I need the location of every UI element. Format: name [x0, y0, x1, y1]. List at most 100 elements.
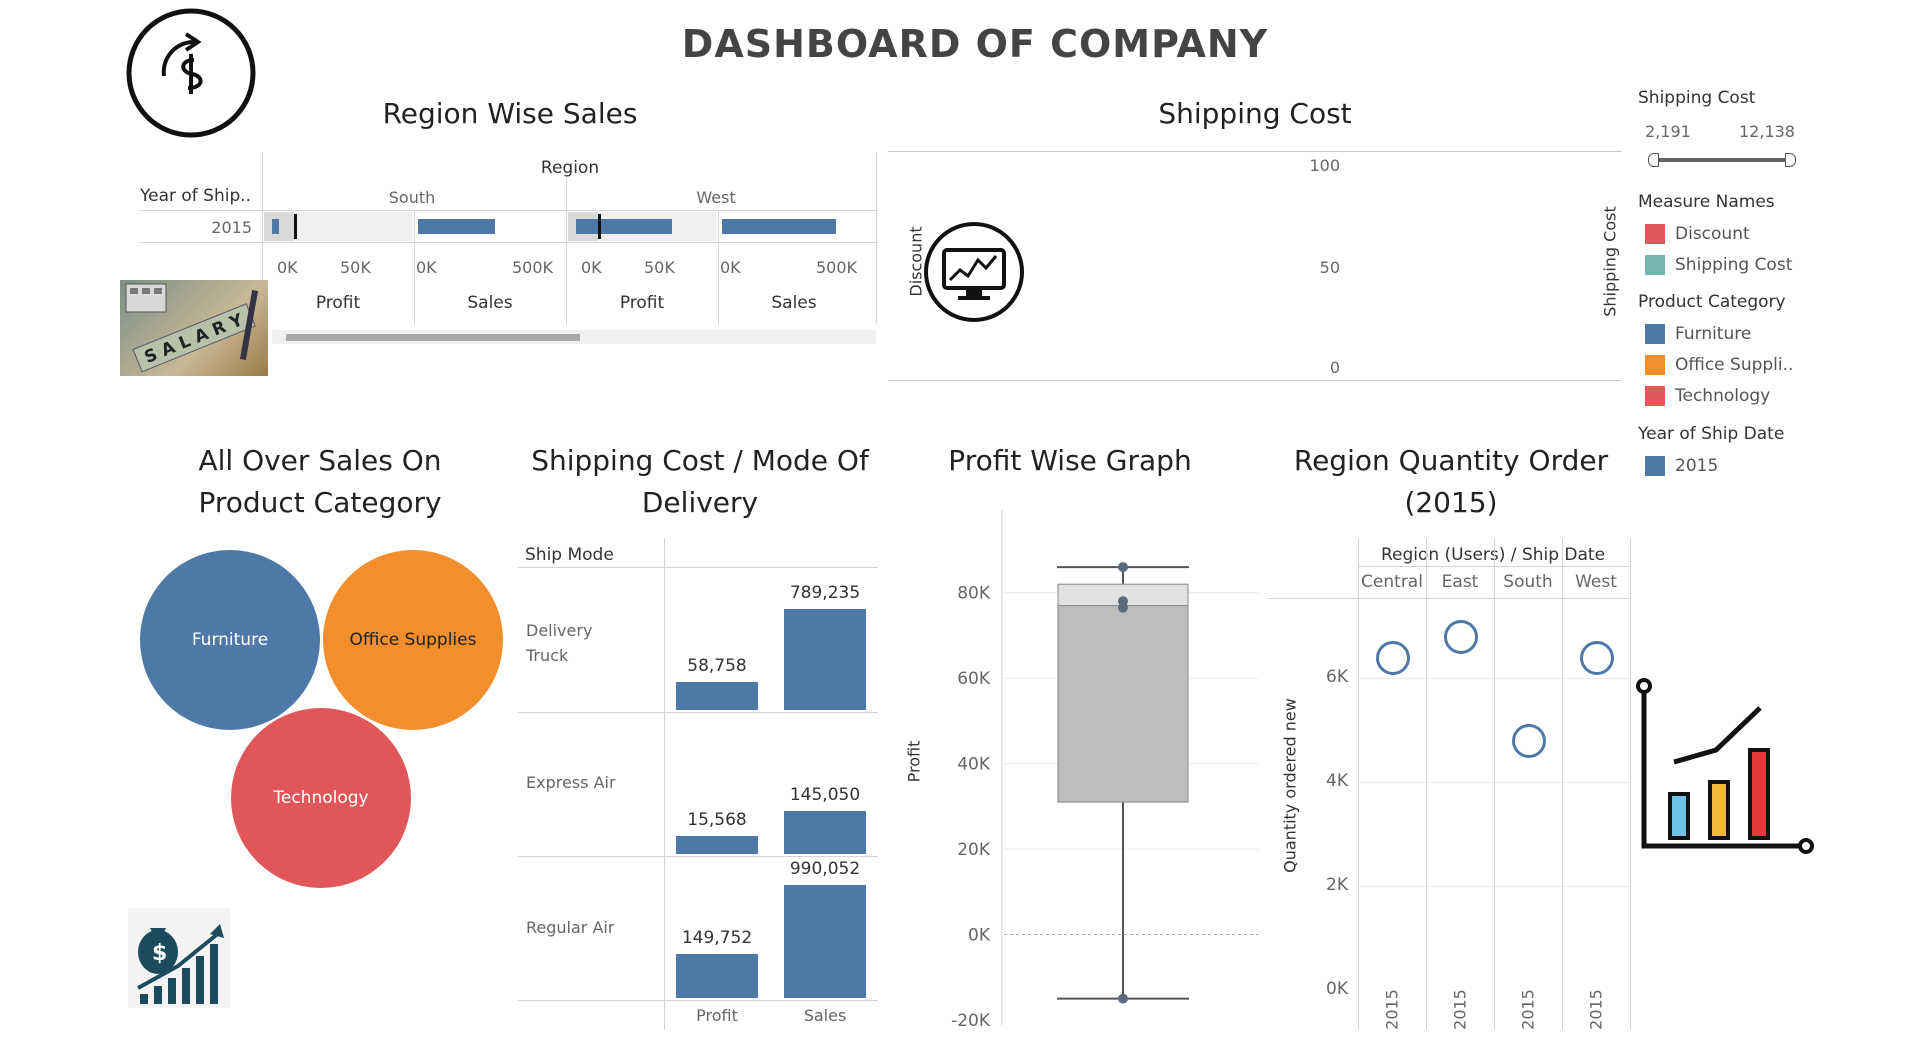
shipping-cost-slider[interactable]	[1648, 153, 1796, 167]
region-quantity-title-line2: (2015)	[1404, 486, 1498, 519]
profit-tick-1: 60K	[957, 669, 991, 689]
shipping-cost-filter-title: Shipping Cost	[1638, 88, 1756, 108]
svg-text:S A L A R Y: S A L A R Y	[142, 310, 247, 368]
measure-label-profit-1: Profit	[315, 293, 361, 313]
bar-west-profit[interactable]	[576, 219, 672, 234]
scrollbar-thumb[interactable]	[286, 334, 580, 341]
region-sales-title: Region Wise Sales	[382, 97, 638, 130]
region-south-label: South	[388, 188, 436, 207]
ship-mode-regular-air: Regular Air	[526, 918, 615, 937]
slider-handle-max[interactable]	[1785, 153, 1796, 167]
region-col-south: South	[1503, 572, 1553, 592]
region-header: Region	[540, 158, 600, 178]
bar-sales-1[interactable]	[784, 811, 866, 854]
tick-south-profit-1: 50K	[340, 258, 371, 277]
bubble-furniture-label: Furniture	[191, 630, 269, 650]
region-south-profit-band	[264, 212, 294, 241]
shipping-tick-100: 100	[1309, 156, 1340, 175]
ship-mode-col-sales: Sales	[803, 1006, 847, 1025]
ship-mode-col-profit: Profit	[696, 1006, 738, 1025]
bar-profit-1[interactable]	[676, 836, 758, 854]
ship-mode-delivery-truck: Delivery Truck	[526, 621, 593, 665]
profit-tick-5: -20K	[951, 1011, 991, 1030]
salary-image: S A L A R Y	[120, 280, 268, 376]
profit-box-plot: 80K 60K 40K 20K 0K -20K	[951, 510, 1258, 1030]
reference-line-west-profit	[598, 214, 601, 239]
bar-south-sales[interactable]	[418, 219, 495, 234]
bar-label-profit-2: 149,752	[681, 928, 753, 948]
ship-mode-title-line1: Shipping Cost / Mode Of	[531, 444, 869, 477]
bar-sales-0[interactable]	[784, 609, 866, 710]
reference-line-south-profit	[294, 214, 297, 239]
svg-text:$: $	[152, 941, 167, 966]
region-sales-scrollbar[interactable]	[272, 330, 876, 344]
ship-mode-row-header: Ship Mode	[525, 545, 614, 565]
dashboard-title: DASHBOARD OF COMPANY	[681, 22, 1269, 66]
profit-point-0	[1118, 562, 1128, 573]
shipping-cost-filter-min: 2,191	[1645, 122, 1691, 141]
quantity-point-east[interactable]	[1444, 620, 1478, 655]
legend-item-discount[interactable]: Discount	[1645, 218, 1792, 249]
quantity-tick-1: 4K	[1326, 771, 1348, 791]
company-logo-icon	[124, 6, 258, 140]
bubble-office-supplies[interactable]: Office Supplies	[323, 550, 503, 730]
bar-profit-2[interactable]	[676, 954, 758, 998]
bar-profit-0[interactable]	[676, 682, 758, 710]
year-of-ship-date-legend-title: Year of Ship Date	[1638, 424, 1785, 444]
bar-sales-2[interactable]	[784, 885, 866, 998]
slider-handle-min[interactable]	[1648, 153, 1659, 167]
profit-tick-2: 40K	[957, 755, 991, 775]
bar-label-profit-1: 15,568	[687, 810, 747, 830]
quantity-point-west[interactable]	[1580, 641, 1614, 676]
tick-west-sales-0: 0K	[720, 258, 741, 277]
quantity-tick-2: 2K	[1326, 875, 1348, 895]
legend-item-technology[interactable]: Technology	[1645, 380, 1793, 411]
profit-point-3	[1118, 993, 1128, 1004]
region-year-label-3: 2015	[1586, 989, 1606, 1030]
legend-item-office-supplies[interactable]: Office Suppli..	[1645, 349, 1793, 380]
legend-item-shipping-cost[interactable]: Shipping Cost	[1645, 249, 1792, 280]
bar-west-sales[interactable]	[722, 219, 836, 234]
tick-south-profit-0: 0K	[277, 258, 298, 277]
legend-item-furniture[interactable]: Furniture	[1645, 318, 1793, 349]
measure-names-legend-title: Measure Names	[1638, 192, 1775, 212]
region-year-label-2: 2015	[1518, 989, 1538, 1030]
measure-label-sales-1: Sales	[467, 293, 513, 313]
quantity-tick-3: 0K	[1326, 979, 1348, 999]
box-lower	[1057, 605, 1189, 803]
quantity-point-south[interactable]	[1512, 724, 1546, 759]
growth-bar-chart-icon	[1630, 676, 1816, 862]
bar-label-profit-0: 58,758	[687, 656, 747, 676]
profit-tick-4: 0K	[968, 926, 991, 946]
ship-mode-express-air: Express Air	[526, 773, 616, 792]
profit-tick-0: 80K	[957, 584, 991, 604]
bar-south-profit[interactable]	[272, 219, 279, 234]
bubble-office-supplies-label: Office Supplies	[349, 630, 477, 650]
bubble-furniture[interactable]: Furniture	[140, 550, 320, 730]
tick-west-sales-1: 500K	[816, 258, 858, 277]
quantity-point-central[interactable]	[1376, 641, 1410, 676]
legend-item-2015[interactable]: 2015	[1645, 450, 1718, 481]
money-growth-icon: $	[128, 908, 230, 1008]
shipping-cost-filter-max: 12,138	[1739, 122, 1795, 141]
bubble-technology-label: Technology	[273, 788, 369, 808]
bubble-technology[interactable]: Technology	[231, 708, 411, 888]
quantity-axis-label: Quantity ordered new	[1280, 698, 1300, 873]
measure-label-profit-2: Profit	[619, 293, 665, 313]
product-category-title-line1: All Over Sales On	[198, 444, 442, 477]
shipping-tick-50: 50	[1319, 258, 1340, 277]
region-col-central: Central	[1361, 572, 1423, 592]
product-category-legend-title: Product Category	[1638, 292, 1786, 312]
tick-west-profit-1: 50K	[644, 258, 675, 277]
bar-label-sales-0: 789,235	[789, 583, 861, 603]
measure-label-sales-2: Sales	[771, 293, 817, 313]
region-year-label-1: 2015	[1450, 989, 1470, 1030]
product-category-title-line2: Product Category	[198, 486, 442, 519]
profit-box-title: Profit Wise Graph	[948, 444, 1192, 477]
shipping-tick-0: 0	[1329, 358, 1340, 377]
tick-south-sales-1: 500K	[512, 258, 554, 277]
region-quantity-title-line1: Region Quantity Order	[1293, 444, 1609, 477]
region-col-east: East	[1441, 572, 1479, 592]
region-west-label: West	[696, 188, 736, 207]
quantity-tick-0: 6K	[1326, 667, 1348, 687]
